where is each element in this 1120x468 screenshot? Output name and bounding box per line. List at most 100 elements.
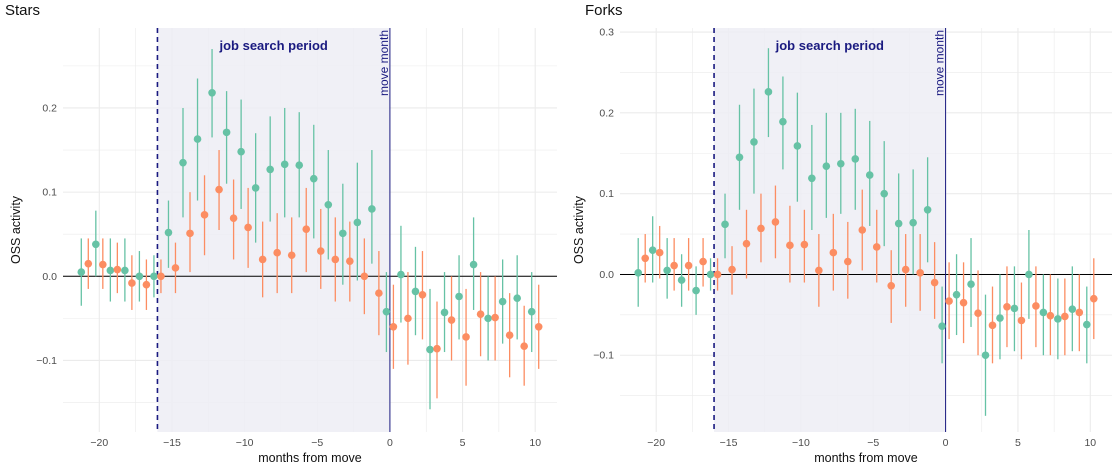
y-tick-label: 0.2	[42, 102, 57, 114]
data-point	[484, 314, 492, 323]
data-point	[84, 259, 93, 268]
data-point	[135, 272, 144, 281]
x-tick-label: 10	[1084, 437, 1096, 449]
data-point	[909, 218, 917, 227]
job-search-label: job search period	[218, 38, 327, 53]
data-point	[128, 279, 136, 287]
x-tick-label: −10	[236, 437, 254, 449]
data-point	[375, 289, 383, 297]
data-point	[757, 224, 765, 233]
data-point	[894, 219, 903, 228]
x-tick-label: −15	[720, 437, 738, 449]
y-tick-label: 0.2	[599, 107, 614, 119]
data-point	[880, 189, 889, 198]
data-point	[988, 321, 997, 330]
data-point	[491, 313, 499, 322]
x-axis-title: months from move	[814, 451, 918, 465]
data-point	[663, 266, 671, 275]
data-point	[699, 257, 707, 266]
x-tick-label: 10	[529, 437, 541, 449]
y-axis-title: OSS activity	[572, 195, 586, 264]
data-point	[397, 270, 405, 279]
data-point	[1039, 308, 1048, 317]
data-point	[469, 260, 478, 269]
x-axis-title: months from move	[258, 451, 362, 465]
data-point	[171, 264, 180, 272]
data-point	[1032, 302, 1040, 310]
data-point	[945, 297, 953, 305]
series-0	[77, 49, 536, 410]
chart-panel-0: job search period move month −20 −15 −10 −5 0 5…	[5, 2, 557, 465]
data-point	[713, 270, 722, 279]
data-point	[389, 322, 398, 331]
data-point	[938, 322, 946, 330]
data-point	[916, 269, 924, 277]
data-point	[1068, 305, 1077, 313]
data-point	[728, 265, 736, 274]
data-point	[1025, 270, 1033, 279]
series-1	[84, 150, 543, 399]
data-point	[1003, 302, 1011, 311]
data-point	[418, 291, 427, 299]
data-point	[815, 266, 823, 275]
x-tick-label: 0	[387, 437, 393, 449]
data-point	[1089, 294, 1098, 303]
data-point	[411, 287, 420, 296]
data-point	[981, 351, 990, 360]
y-tick-label: −0.1	[593, 350, 614, 362]
data-point	[164, 228, 173, 237]
data-point	[77, 268, 86, 276]
data-point	[634, 269, 643, 277]
x-tick-label: 5	[1015, 437, 1021, 449]
data-point	[1054, 315, 1062, 323]
data-point	[800, 240, 809, 249]
data-point	[121, 266, 129, 275]
data-point	[858, 226, 867, 234]
data-point	[157, 272, 165, 281]
data-point	[266, 165, 274, 174]
data-point	[106, 266, 115, 275]
data-point	[316, 247, 325, 255]
data-point	[1017, 316, 1026, 325]
data-point	[339, 229, 347, 238]
data-point	[346, 257, 354, 265]
data-point	[309, 174, 318, 183]
data-point	[222, 128, 231, 137]
data-point	[251, 184, 260, 192]
data-point	[142, 280, 151, 289]
x-tick-label: −20	[90, 437, 108, 449]
data-point	[527, 307, 536, 316]
data-point	[677, 276, 686, 284]
job-search-band	[714, 28, 946, 432]
data-point	[440, 308, 449, 317]
data-point	[764, 88, 773, 96]
data-point	[851, 155, 860, 163]
y-tick-label: 0.0	[599, 269, 614, 281]
data-point	[930, 278, 939, 287]
data-point	[996, 314, 1004, 322]
data-point	[368, 205, 376, 213]
series-0	[634, 48, 1091, 416]
data-point	[692, 286, 700, 295]
data-point	[706, 270, 715, 279]
x-tick-label: −15	[163, 437, 181, 449]
data-point	[382, 307, 391, 316]
data-point	[750, 138, 758, 146]
data-point	[244, 223, 252, 232]
data-point	[901, 265, 910, 274]
data-point	[208, 89, 216, 97]
data-point	[959, 298, 968, 307]
data-point	[150, 272, 158, 281]
data-point	[1010, 304, 1019, 313]
data-point	[808, 174, 816, 183]
data-point	[237, 147, 245, 156]
data-point	[684, 261, 693, 270]
data-point	[324, 200, 333, 209]
data-point	[974, 309, 982, 318]
y-tick-label: −0.1	[36, 355, 57, 367]
data-point	[476, 310, 485, 318]
series-1	[641, 185, 1098, 364]
data-point	[295, 161, 304, 169]
x-tick-label: −5	[867, 437, 879, 449]
